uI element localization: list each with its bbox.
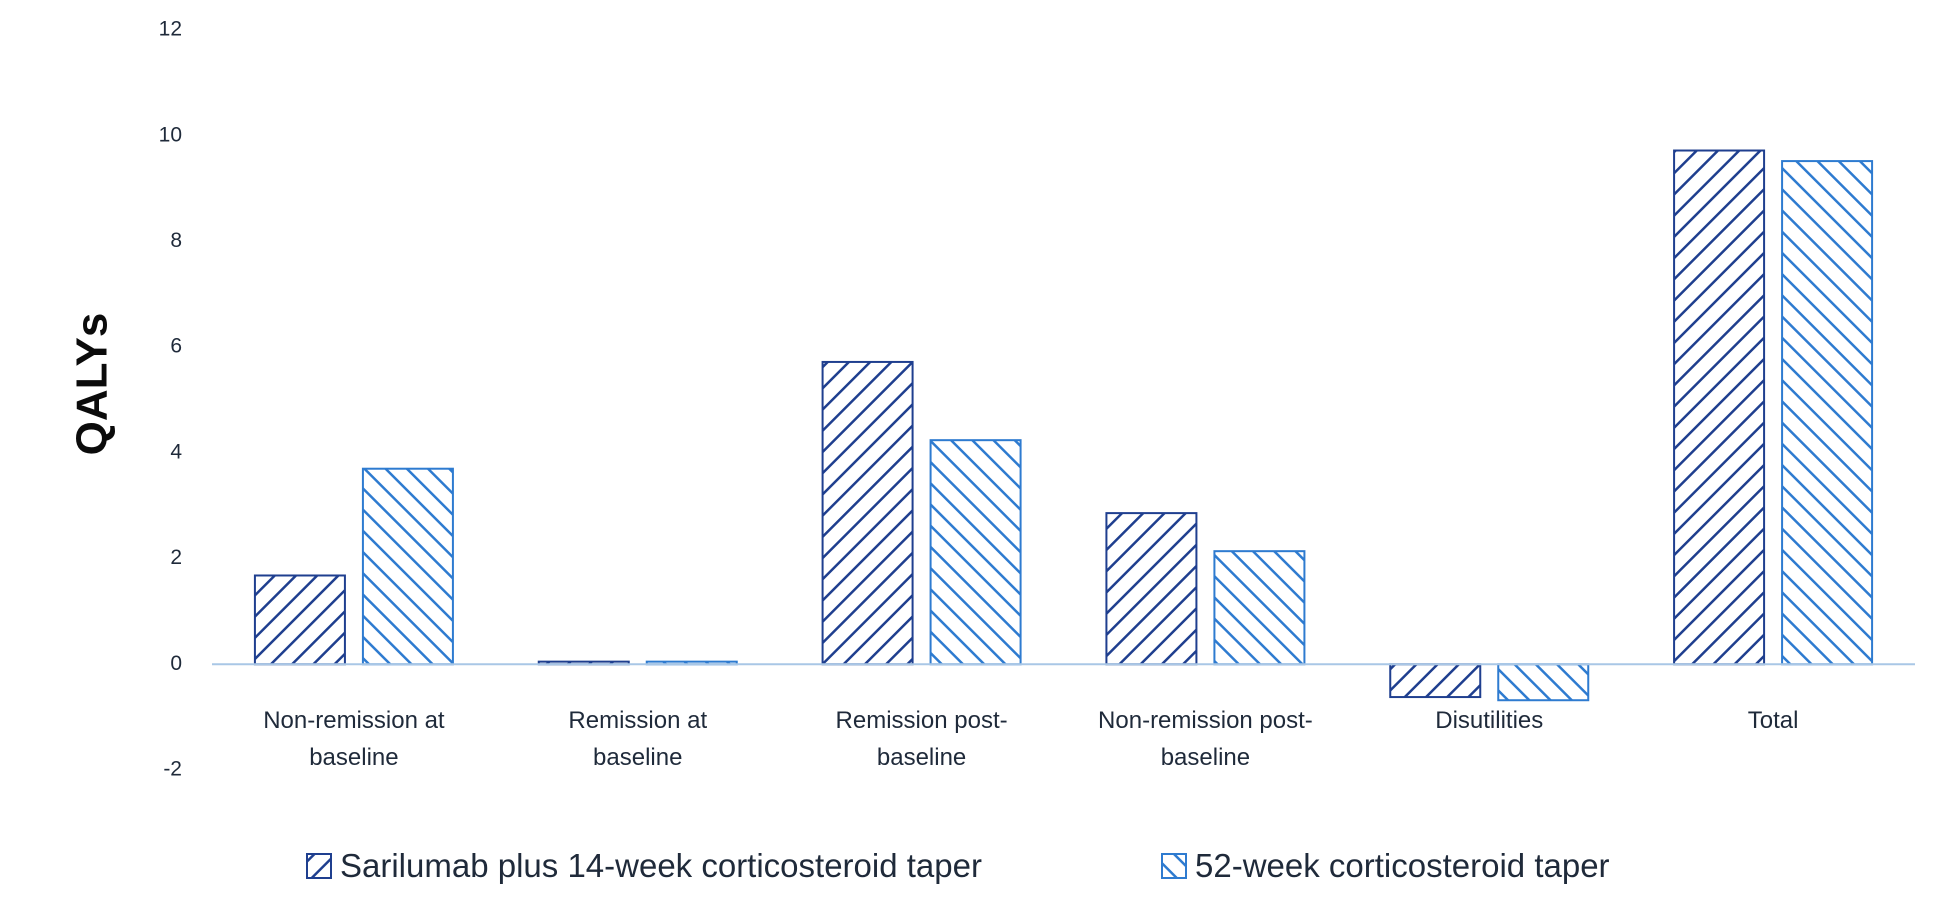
legend-item-corticosteroid: 52-week corticosteroid taper [1161,847,1610,884]
y-tick-label: 4 [170,440,182,463]
y-tick-label: 10 [159,123,182,146]
y-tick-label: 8 [170,229,182,252]
bar-series-1-cat-5 [1389,663,1482,699]
legend-item-sarilumab: Sarilumab plus 14-week corticosteroid ta… [306,847,982,884]
y-tick-label: 12 [159,18,182,41]
bar-series-1-cat-3 [821,360,914,666]
category-label: Non-remission post-baseline [1098,707,1313,771]
category-labels: Non-remission at baseline Remission at base… [263,707,1798,771]
y-axis-ticks: -2 0 2 4 6 8 10 12 [159,18,183,781]
y-axis-label: QALYs [68,313,117,456]
category-label: Remission at baseline [568,707,707,771]
bar-series-1-cat-4 [1105,512,1198,666]
category-label: Remission post-baseline [836,707,1008,771]
y-tick-label: 6 [170,335,182,358]
bar-series-2-cat-3 [929,439,1022,666]
category-label: Total [1748,707,1799,734]
bar-series-1-cat-1 [253,574,346,666]
legend-swatch-sarilumab [306,853,332,879]
legend-label-sarilumab: Sarilumab plus 14-week corticosteroid ta… [340,847,982,884]
legend-swatch-corticosteroid [1161,853,1187,879]
bar-series-2-cat-4 [1213,550,1306,666]
y-tick-label: 2 [170,546,182,569]
bar-series-1-cat-6 [1673,149,1766,666]
bar-series-2-cat-1 [361,467,454,666]
y-tick-label: -2 [163,758,182,781]
bar-series-2-cat-5 [1497,663,1590,702]
category-label: Non-remission at baseline [263,707,445,771]
legend-label-corticosteroid: 52-week corticosteroid taper [1195,847,1610,884]
bars [253,149,1874,702]
category-label: Disutilities [1435,707,1543,734]
y-tick-label: 0 [170,652,182,675]
bar-series-2-cat-6 [1781,160,1874,666]
legend: Sarilumab plus 14-week corticosteroid ta… [306,847,1610,884]
